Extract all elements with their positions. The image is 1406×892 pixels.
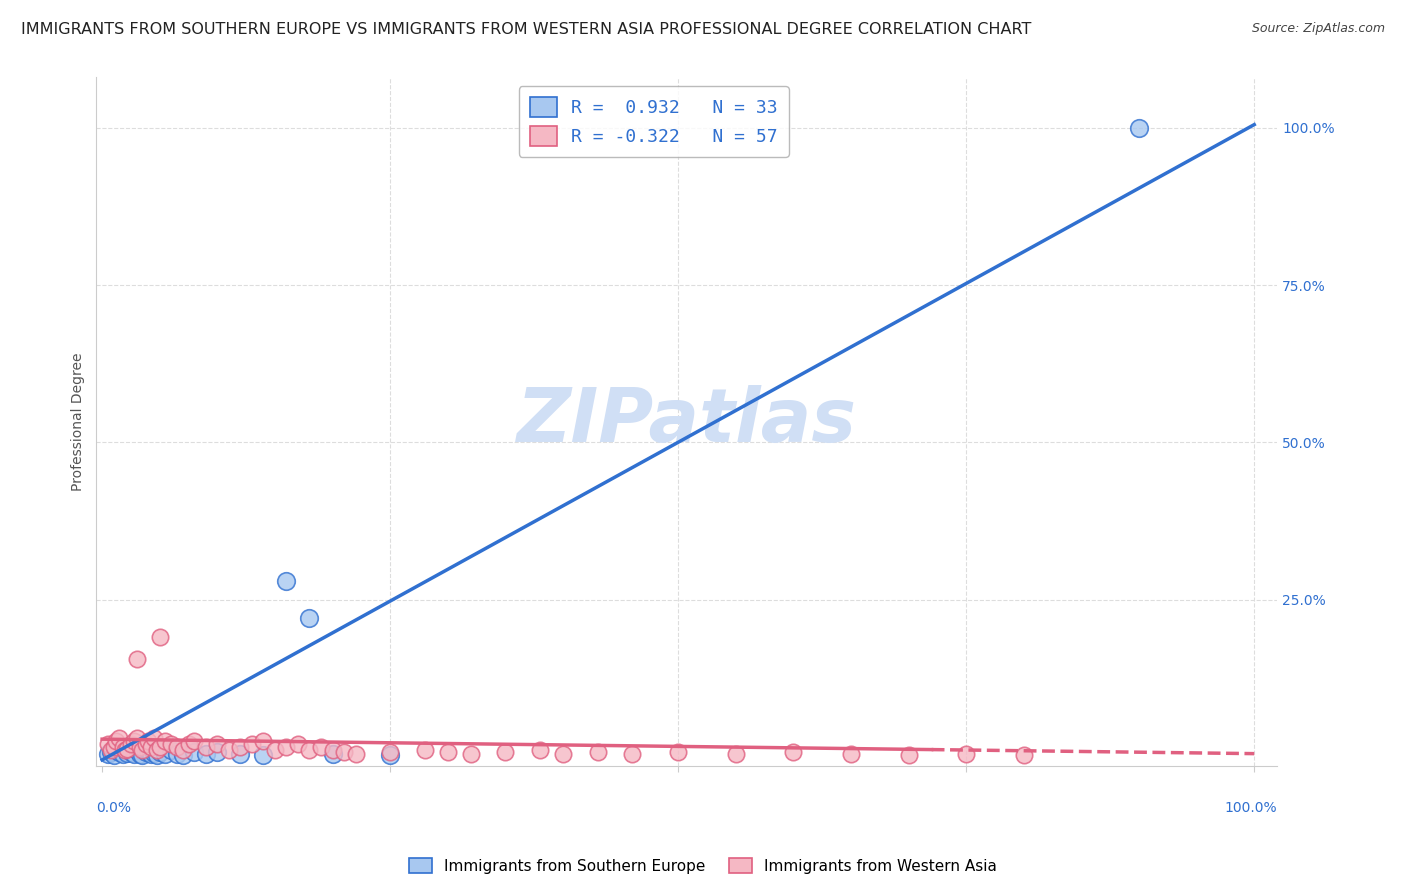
Point (135, 737, 157, 751)
Point (129, 740, 152, 755)
Point (229, 747, 252, 761)
Point (551, 747, 574, 761)
Point (194, 740, 217, 755)
Point (436, 745, 458, 759)
Point (1012, 747, 1035, 762)
Point (124, 734, 146, 748)
Point (114, 743, 136, 757)
Text: 100.0%: 100.0% (1225, 801, 1277, 814)
Point (129, 747, 152, 761)
Point (839, 747, 862, 761)
Point (276, 740, 298, 755)
Point (125, 731, 148, 745)
Point (183, 734, 205, 748)
Point (149, 740, 172, 755)
Point (666, 745, 689, 759)
Point (97, 737, 120, 751)
Point (264, 743, 287, 757)
Point (120, 745, 142, 759)
Text: Source: ZipAtlas.com: Source: ZipAtlas.com (1251, 22, 1385, 36)
Point (322, 747, 344, 761)
Point (172, 743, 194, 757)
Point (378, 745, 401, 759)
Point (494, 745, 516, 759)
Point (131, 743, 153, 757)
Point (117, 742, 139, 756)
Point (104, 743, 127, 757)
Point (108, 745, 131, 759)
Point (252, 734, 274, 748)
Point (1128, 120, 1150, 135)
Point (413, 743, 436, 757)
Point (139, 747, 162, 762)
Point (207, 745, 229, 759)
Point (621, 747, 644, 761)
Point (333, 745, 356, 759)
Point (117, 746, 139, 760)
Point (309, 740, 332, 755)
Legend: R =  0.932   N = 33, R = -0.322   N = 57: R = 0.932 N = 33, R = -0.322 N = 57 (519, 87, 789, 157)
Point (276, 574, 298, 588)
Point (139, 740, 162, 755)
Point (155, 747, 177, 761)
Point (172, 747, 194, 762)
Point (897, 747, 920, 762)
Point (146, 747, 169, 762)
Legend: Immigrants from Southern Europe, Immigrants from Western Asia: Immigrants from Southern Europe, Immigra… (404, 852, 1002, 880)
Point (298, 743, 321, 757)
Text: 0.0%: 0.0% (97, 801, 131, 814)
Point (344, 747, 367, 761)
Point (322, 743, 344, 757)
Point (529, 743, 551, 757)
Point (194, 747, 217, 762)
Point (782, 745, 804, 759)
Point (149, 630, 172, 644)
Point (125, 743, 148, 757)
Point (100, 743, 122, 757)
Point (298, 611, 321, 625)
Point (136, 734, 159, 748)
Point (131, 747, 153, 762)
Point (229, 740, 252, 755)
Point (155, 734, 177, 748)
Point (111, 740, 134, 755)
Point (166, 747, 188, 761)
Point (97, 747, 120, 761)
Point (160, 737, 183, 751)
Point (166, 740, 188, 755)
Point (108, 731, 131, 745)
Point (252, 747, 274, 762)
Point (378, 747, 401, 762)
Point (149, 745, 172, 759)
Point (114, 742, 136, 756)
Point (177, 737, 200, 751)
Point (136, 744, 159, 758)
Point (143, 746, 166, 760)
Point (100, 745, 122, 759)
Point (586, 745, 609, 759)
Point (143, 731, 166, 745)
Text: IMMIGRANTS FROM SOUTHERN EUROPE VS IMMIGRANTS FROM WESTERN ASIA PROFESSIONAL DEG: IMMIGRANTS FROM SOUTHERN EUROPE VS IMMIG… (21, 22, 1032, 37)
Point (724, 747, 747, 761)
Point (124, 747, 146, 762)
Point (460, 747, 482, 761)
Point (120, 737, 142, 751)
Point (104, 734, 127, 748)
Text: ZIPatlas: ZIPatlas (517, 385, 856, 458)
Point (103, 740, 125, 755)
Point (240, 737, 263, 751)
Point (135, 745, 157, 759)
Point (103, 747, 125, 762)
Point (218, 743, 240, 757)
Point (207, 737, 229, 751)
Point (183, 745, 205, 759)
Point (125, 652, 148, 666)
Point (955, 747, 977, 761)
Point (287, 737, 309, 751)
Point (146, 743, 169, 757)
Y-axis label: Professional Degree: Professional Degree (72, 352, 86, 491)
Point (160, 743, 183, 757)
Point (111, 747, 134, 761)
